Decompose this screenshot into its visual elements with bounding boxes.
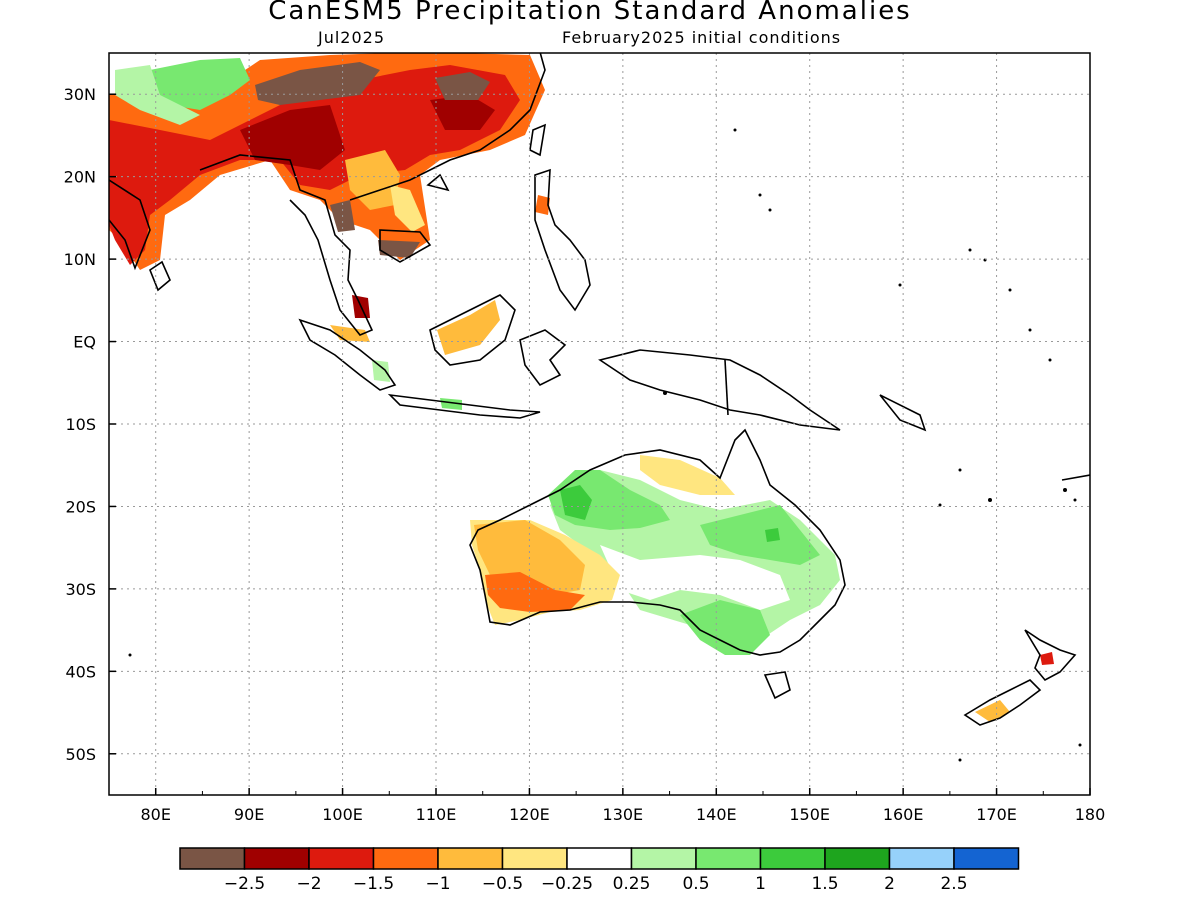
chart-title: CanESM5 Precipitation Standard Anomalies [268, 0, 912, 26]
anomaly-shading [109, 53, 1054, 722]
lon-tick-label: 120E [509, 805, 550, 824]
small-islands [128, 128, 1082, 762]
colorbar-label: −2 [296, 874, 321, 894]
lon-tick-label: 140E [696, 805, 737, 824]
australia-north-yellow [640, 455, 735, 495]
indochina-yellow [390, 185, 425, 232]
gridlines [109, 53, 1090, 795]
lat-tick-label: 10S [65, 415, 96, 434]
nz-red [1040, 652, 1054, 665]
lon-tick-label: 100E [322, 805, 363, 824]
lat-tick-label: 20N [64, 168, 96, 187]
colorbar-swatch [953, 847, 1020, 870]
colorbar-label: −1.5 [353, 874, 394, 894]
colorbar-label: 2.5 [940, 874, 967, 894]
colorbar-swatch [501, 847, 568, 870]
australia-deeporange [485, 572, 585, 612]
java-green [440, 398, 462, 410]
lat-tick-label: 40S [65, 662, 96, 681]
map-frame [108, 52, 1091, 796]
indochina-lightorange [345, 150, 400, 210]
colorbar-label: 2 [884, 874, 895, 894]
asia-dry-darkred [240, 105, 345, 170]
colorbar-swatch [308, 847, 375, 870]
lon-tick-label: 130E [603, 805, 644, 824]
lon-tick-label: 170E [976, 805, 1017, 824]
australia-darkgreen [560, 485, 592, 520]
colorbar-swatch [630, 847, 697, 870]
australia-darkgreen-2 [765, 528, 780, 542]
australia-white-core [600, 545, 790, 610]
colorbar-swatch [888, 847, 955, 870]
colorbar-label: −2.5 [224, 874, 265, 894]
lon-tick-label: 110E [416, 805, 457, 824]
lat-tick-label: 50S [65, 745, 96, 764]
australia-green-southeast [680, 600, 770, 655]
colorbar-label: −0.25 [541, 874, 593, 894]
colorbar-swatch [695, 847, 762, 870]
lat-tick-label: 20S [65, 497, 96, 516]
coastlines [109, 53, 1090, 726]
australia-green-east [700, 505, 820, 565]
asia-extreme-1 [255, 62, 380, 105]
lat-tick-label: 30S [65, 580, 96, 599]
lon-tick-label: 80E [140, 805, 170, 824]
colorbar-label: 0.25 [613, 874, 651, 894]
lat-tick-label: 30N [64, 85, 96, 104]
borneo-orange [437, 300, 500, 355]
colorbar-swatch [824, 847, 891, 870]
lat-tick-label: 10N [64, 250, 96, 269]
forecast-month: Jul2025 [318, 28, 386, 47]
colorbar-label: −0.5 [482, 874, 523, 894]
colorbar-label: 0.5 [682, 874, 709, 894]
philippines-orange [535, 195, 550, 215]
nz-orange [975, 700, 1010, 722]
asia-extreme-4 [378, 240, 420, 258]
lat-tick-label: EQ [73, 333, 96, 352]
colorbar: −2.5 −2 −1.5 −1 −0.5 −0.25 0.25 0.5 1 1.5 2 2.5 [179, 847, 1020, 894]
colorbar-label: −1 [425, 874, 450, 894]
colorbar-swatch [372, 847, 439, 870]
initial-conditions: February2025 initial conditions [562, 28, 842, 47]
colorbar-swatch [759, 847, 826, 870]
lon-tick-label: 150E [789, 805, 830, 824]
longitude-axis: 80E 90E 100E 110E 120E 130E 140E 150E 160E 170E 18… [140, 788, 1105, 824]
sumatra-green [372, 360, 390, 382]
colorbar-swatch [179, 847, 246, 870]
colorbar-swatch [437, 847, 504, 870]
colorbar-label: 1 [755, 874, 766, 894]
lon-tick-label: 180 [1075, 805, 1106, 824]
sumatra-orange [330, 325, 370, 342]
colorbar-swatch [243, 847, 310, 870]
lon-tick-label: 90E [234, 805, 264, 824]
asia-extreme-2 [435, 72, 490, 100]
colorbar-label: 1.5 [811, 874, 838, 894]
latitude-axis: 30N 20N 10N EQ 10S 20S 30S 40S 50S [64, 85, 116, 764]
lon-tick-label: 160E [883, 805, 924, 824]
asia-dry-darkred-2 [430, 95, 495, 130]
colorbar-swatch [566, 847, 633, 870]
himalaya-lightgreen [115, 65, 200, 125]
